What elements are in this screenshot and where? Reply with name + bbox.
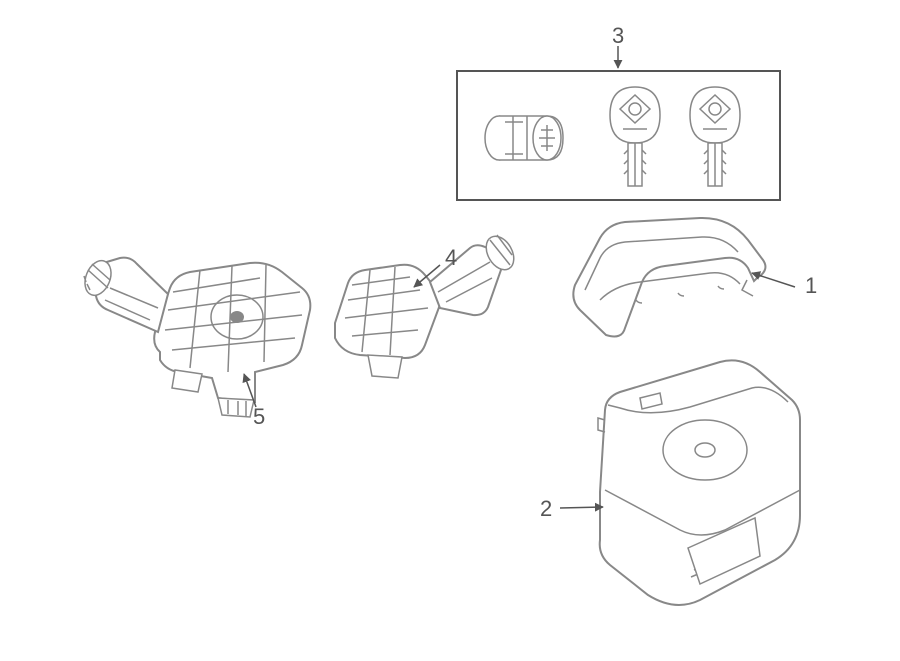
callout-label-5: 5 (253, 404, 265, 430)
ignition-cylinder-and-keys (457, 71, 780, 200)
headlight-combination-switch (80, 257, 310, 417)
callout-label-1: 1 (805, 273, 817, 299)
callout-label-2: 2 (540, 496, 552, 522)
wiper-switch-stalk (335, 231, 519, 378)
diagram-svg (0, 0, 900, 661)
upper-column-cover (573, 218, 765, 337)
callout-label-3: 3 (612, 23, 624, 49)
callout-label-4: 4 (445, 245, 457, 271)
diagram-container: 1 2 3 4 5 (0, 0, 900, 661)
ignition-cylinder (485, 116, 563, 160)
lower-column-cover (598, 360, 800, 605)
